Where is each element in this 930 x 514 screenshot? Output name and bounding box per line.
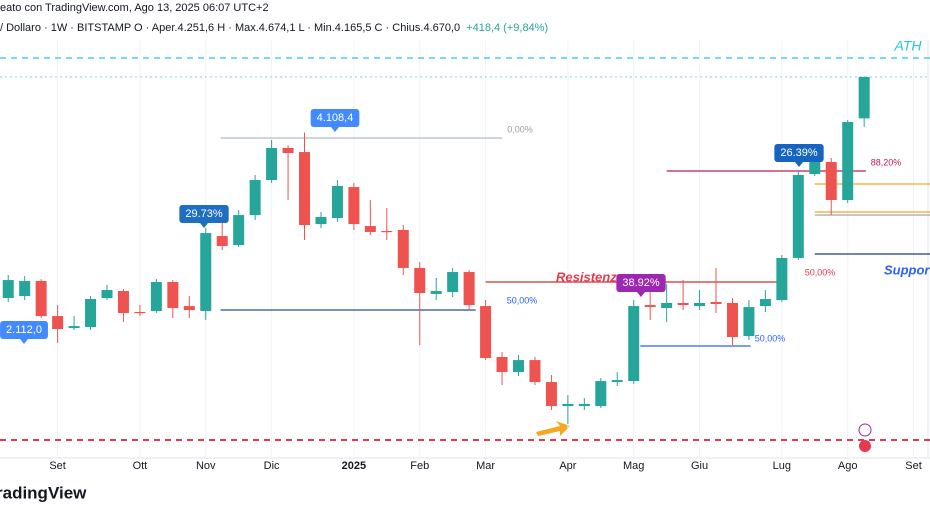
- annotation: ATH: [894, 38, 923, 54]
- x-tick-label: Mag: [623, 460, 644, 472]
- callout-box: [616, 274, 666, 292]
- candle-body: [167, 282, 179, 309]
- callout-label: 2.112,0: [6, 324, 42, 336]
- candle-body: [348, 187, 360, 225]
- candle-body: [35, 281, 47, 317]
- annotation: 50,00%: [507, 295, 538, 305]
- candle-body: [52, 316, 64, 330]
- x-tick-label: Set: [49, 460, 66, 472]
- callout-label: 29.73%: [185, 208, 223, 220]
- candle-body: [496, 357, 508, 373]
- candle-body: [331, 185, 343, 219]
- candle-body: [726, 302, 738, 338]
- candle-body: [447, 272, 459, 293]
- candle-body: [414, 267, 426, 294]
- x-tick-label: Lug: [773, 460, 791, 472]
- candle-body: [611, 380, 623, 383]
- x-tick-label: Dic: [264, 460, 280, 472]
- annotation: Suppor: [884, 262, 930, 277]
- callout-box: [774, 144, 824, 162]
- candle-body: [101, 290, 113, 299]
- arrow-icon: [536, 421, 570, 436]
- x-tick-label: Apr: [559, 460, 576, 472]
- candle-body: [644, 305, 656, 308]
- candle-body: [595, 381, 607, 407]
- candle-body: [364, 226, 376, 232]
- x-tick-label: Ott: [133, 460, 148, 472]
- candle-body: [299, 152, 311, 226]
- header-change: +418,4 (+9,84%): [466, 22, 548, 34]
- x-tick-label: Mar: [476, 460, 495, 472]
- candle-body: [710, 302, 722, 304]
- annotation: 50,00%: [755, 333, 786, 343]
- candle-body: [2, 280, 14, 299]
- candle-body: [825, 162, 837, 201]
- annotation: 0,00%: [507, 124, 533, 134]
- header-line: eato con TradingView.com, Ago 13, 2025 0…: [0, 2, 269, 14]
- callout-pointer: [200, 223, 208, 228]
- callout-pointer: [795, 162, 803, 167]
- callout-box: [310, 109, 360, 127]
- candle-body: [200, 233, 212, 312]
- event-icon: [858, 423, 872, 437]
- candle-body: [480, 306, 492, 358]
- candle-body: [249, 180, 261, 216]
- x-tick-label: Giu: [691, 460, 708, 472]
- candle-body: [792, 174, 804, 258]
- candle-body: [743, 307, 755, 337]
- callout-label: 4.108,4: [317, 112, 354, 124]
- candle-body: [282, 147, 294, 154]
- candle-body: [776, 257, 788, 301]
- candle-body: [68, 326, 80, 329]
- candle-body: [85, 299, 97, 328]
- flag-icon: [859, 440, 871, 452]
- callout-label: 26.39%: [780, 147, 818, 159]
- candle-body: [183, 306, 195, 311]
- candle-body: [150, 282, 162, 312]
- candle-body: [463, 272, 475, 306]
- candle-body: [628, 306, 640, 382]
- callout-box: [179, 205, 229, 223]
- candle-body: [562, 403, 574, 407]
- candle-body: [430, 291, 442, 294]
- candle-body: [233, 215, 245, 246]
- footer-logo: radingView: [0, 483, 87, 502]
- candle-body: [661, 302, 673, 309]
- candle-body: [134, 311, 146, 314]
- candle-body: [759, 299, 771, 307]
- callout-pointer: [637, 292, 645, 297]
- candle-body: [19, 281, 31, 297]
- candle-body: [809, 161, 821, 175]
- candle-body: [529, 360, 541, 383]
- candle-body: [397, 229, 409, 268]
- annotation: 50,00%: [805, 267, 836, 277]
- x-tick-label: Set: [905, 460, 922, 472]
- candle-body: [216, 236, 228, 247]
- x-tick-label: Ago: [838, 460, 858, 472]
- annotation: 88,20%: [871, 157, 902, 167]
- candle-body: [694, 302, 706, 307]
- candle-body: [381, 230, 393, 233]
- candle-body: [117, 291, 129, 313]
- candle-body: [677, 302, 689, 306]
- callout-pointer: [20, 339, 28, 344]
- candle-body: [842, 121, 854, 201]
- x-tick-label: Nov: [196, 460, 216, 472]
- candle-body: [858, 76, 870, 119]
- candle-body: [266, 147, 278, 181]
- callout-pointer: [331, 127, 339, 132]
- callout-box: [0, 321, 48, 339]
- annotation: Resistenza: [556, 269, 624, 284]
- header-ohlc: / Dollaro · 1W · BITSTAMP O · Aper.4.251…: [0, 22, 460, 34]
- x-tick-label: 2025: [342, 460, 366, 472]
- candle-body: [315, 217, 327, 225]
- candle-body: [512, 360, 524, 373]
- candle-body: [545, 382, 557, 407]
- callout-label: 38.92%: [622, 277, 660, 289]
- x-tick-label: Feb: [410, 460, 429, 472]
- candle-body: [578, 403, 590, 407]
